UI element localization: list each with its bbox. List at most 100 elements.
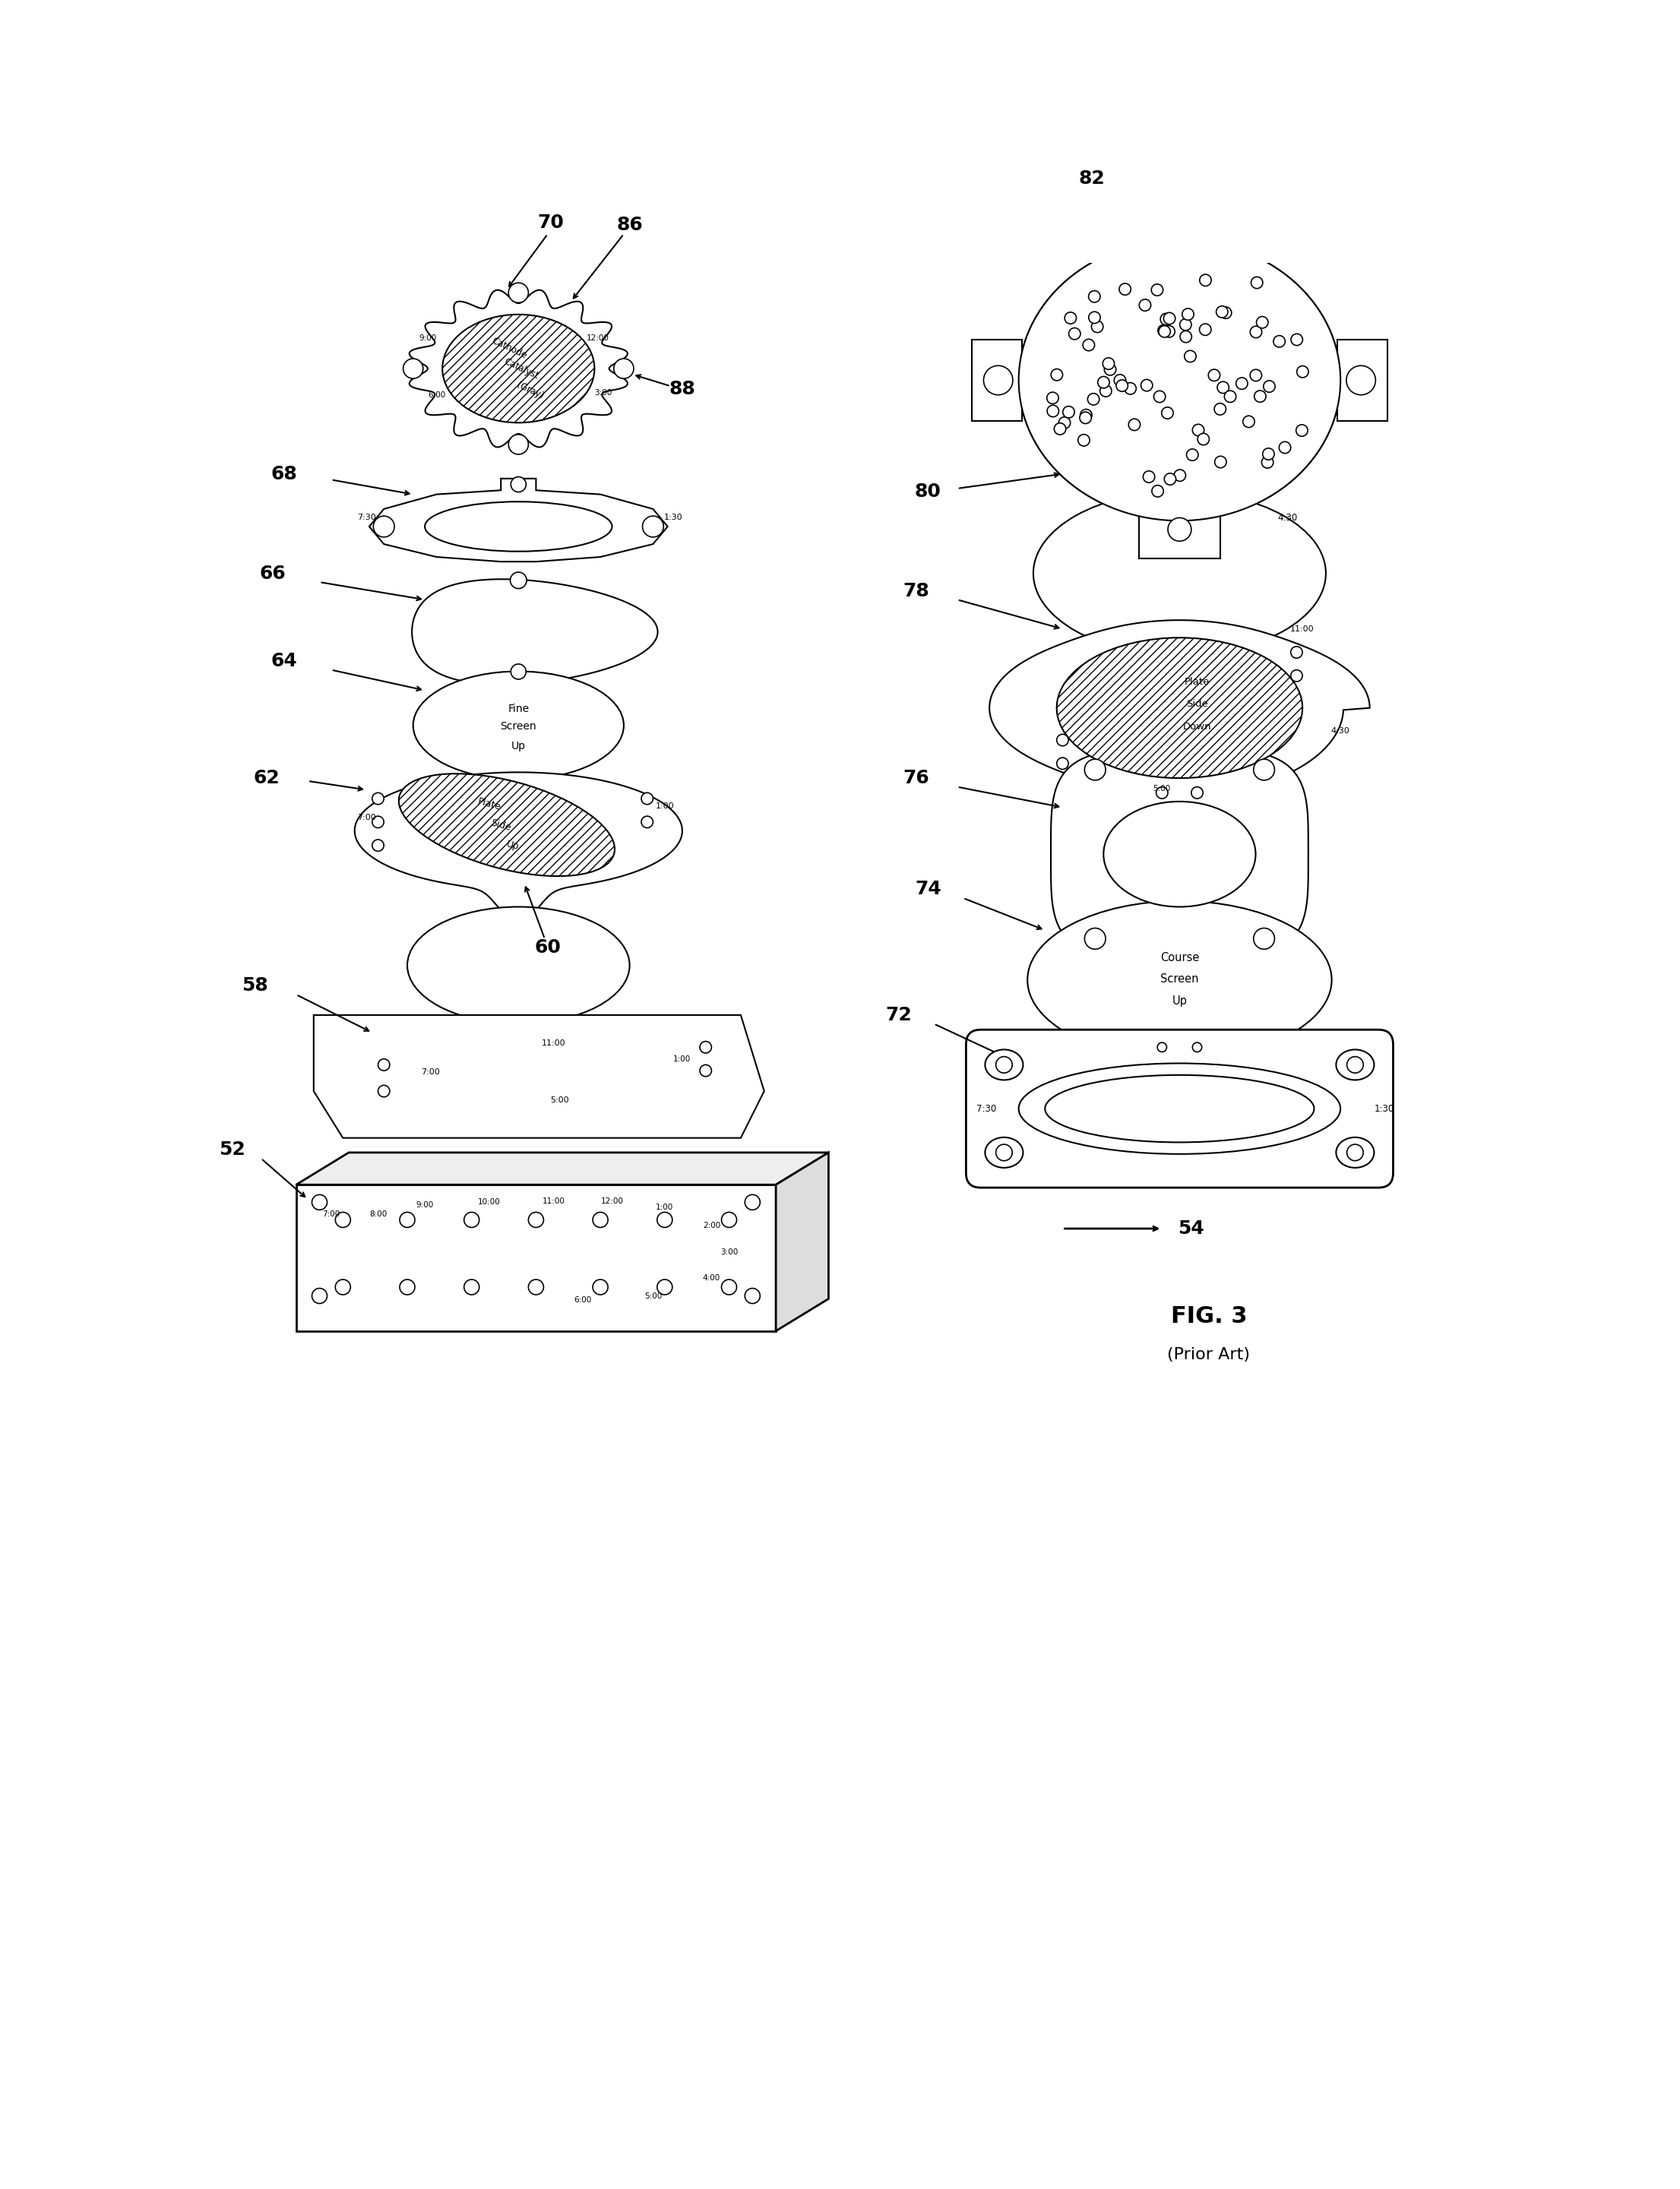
Circle shape [1208,370,1220,381]
Text: 5:00: 5:00 [643,1292,662,1300]
Text: 64: 64 [270,652,297,670]
Ellipse shape [1336,1049,1374,1079]
Text: 66: 66 [259,565,286,582]
Circle shape [996,1145,1013,1160]
Circle shape [1243,416,1255,427]
Circle shape [378,1059,390,1070]
Text: 7:00: 7:00 [323,1211,339,1217]
Circle shape [1253,760,1275,779]
Ellipse shape [1057,637,1302,777]
Ellipse shape [1104,801,1255,906]
Circle shape [1263,381,1275,392]
Circle shape [1193,425,1205,436]
Circle shape [1119,282,1131,296]
Ellipse shape [1033,493,1326,655]
Circle shape [1297,366,1309,377]
Circle shape [1057,733,1068,746]
Circle shape [509,282,529,302]
Circle shape [1295,425,1307,436]
Circle shape [1087,394,1099,405]
Circle shape [1220,306,1231,320]
Polygon shape [354,773,682,919]
Ellipse shape [984,1049,1023,1079]
Circle shape [1142,471,1154,482]
Text: 60: 60 [534,939,561,957]
Circle shape [744,1289,759,1302]
Text: 2:00: 2:00 [702,1221,721,1230]
Text: Screen: Screen [1161,974,1200,985]
Text: Up: Up [506,838,521,852]
Polygon shape [776,1154,828,1331]
Ellipse shape [398,773,615,876]
FancyBboxPatch shape [966,1029,1393,1189]
Ellipse shape [442,315,595,422]
Circle shape [373,517,395,536]
Text: Up: Up [1173,996,1188,1007]
Circle shape [1179,331,1191,341]
Circle shape [1218,381,1230,394]
Circle shape [529,1281,544,1294]
Text: 54: 54 [1178,1219,1205,1237]
Polygon shape [412,580,657,685]
Circle shape [1116,381,1127,392]
Text: 12:00: 12:00 [586,335,608,341]
Circle shape [403,359,423,379]
Circle shape [1347,1145,1362,1160]
Ellipse shape [1045,1075,1314,1143]
Polygon shape [314,1016,764,1138]
Text: 58: 58 [242,976,269,996]
Polygon shape [370,479,667,563]
Circle shape [511,477,526,493]
Circle shape [1089,291,1100,302]
Text: 7:00: 7:00 [356,814,376,821]
Text: Screen: Screen [501,722,536,731]
Circle shape [336,1213,351,1228]
Text: 4:30: 4:30 [1278,512,1297,523]
Circle shape [1124,383,1136,394]
Text: Side: Side [489,816,512,832]
Text: 11:00: 11:00 [1290,626,1314,633]
Circle shape [1084,339,1095,350]
Circle shape [1053,422,1065,436]
Circle shape [1158,324,1169,337]
Circle shape [1161,407,1173,418]
Circle shape [1063,407,1075,418]
Circle shape [400,1213,415,1228]
Circle shape [1179,320,1191,331]
Circle shape [511,663,526,679]
Circle shape [400,1281,415,1294]
Circle shape [1052,370,1063,381]
Text: 78: 78 [904,582,929,600]
Circle shape [1104,363,1116,374]
Ellipse shape [984,1138,1023,1167]
Circle shape [642,792,654,803]
Ellipse shape [425,501,612,552]
Circle shape [1156,786,1168,799]
Text: 62: 62 [254,768,281,788]
Circle shape [464,1281,479,1294]
FancyBboxPatch shape [1139,514,1221,558]
Circle shape [373,841,383,852]
Text: 82: 82 [1079,169,1105,188]
Ellipse shape [1018,241,1341,521]
Circle shape [1347,1057,1362,1073]
Circle shape [1100,385,1112,396]
Circle shape [1346,366,1376,394]
Circle shape [1184,350,1196,361]
Circle shape [1174,471,1186,482]
Circle shape [983,366,1013,394]
Circle shape [1250,326,1262,337]
Circle shape [642,517,664,536]
Circle shape [1290,646,1302,659]
Text: 76: 76 [904,768,929,788]
Text: Up: Up [511,740,526,751]
Circle shape [996,1057,1013,1073]
Text: 12:00: 12:00 [601,1197,623,1204]
Circle shape [1215,403,1226,416]
Text: FIG. 3: FIG. 3 [1171,1305,1247,1327]
Text: Fine: Fine [507,703,529,714]
Polygon shape [410,289,628,447]
Text: 6:00: 6:00 [575,1296,591,1305]
Ellipse shape [1018,241,1341,521]
Circle shape [744,1195,759,1211]
